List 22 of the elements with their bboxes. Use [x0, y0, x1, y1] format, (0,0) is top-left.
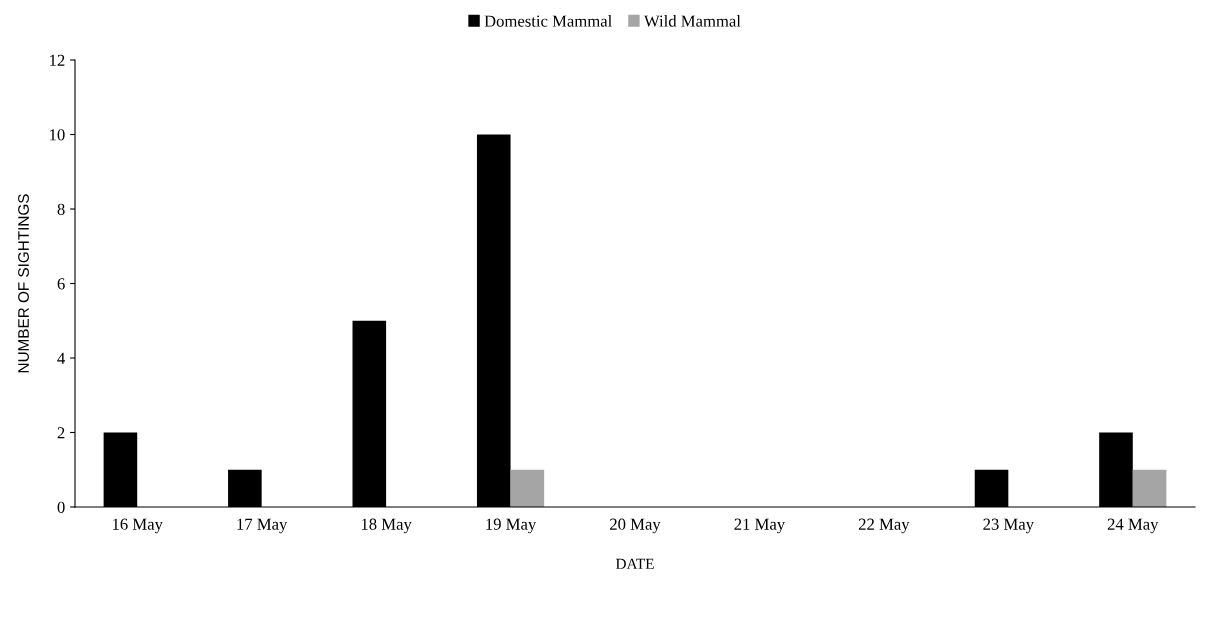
y-tick-label: 6 — [57, 278, 65, 290]
x-tick-label: 17 May — [237, 518, 288, 534]
x-tick-label: 19 May — [486, 518, 537, 534]
legend-label: Wild Mammal — [643, 15, 741, 27]
bar — [510, 469, 545, 507]
y-tick-label: 0 — [57, 501, 65, 513]
y-tick-label: 10 — [50, 129, 65, 141]
y-axis-title: NUMBER OF SIGHTINGS — [18, 194, 29, 373]
x-tick-label: 21 May — [734, 518, 786, 534]
y-tick-label: 8 — [57, 203, 65, 215]
x-tick-label: 23 May — [983, 518, 1034, 534]
x-tick-label: 24 May — [1107, 518, 1159, 534]
x-tick-label: 22 May — [858, 518, 910, 534]
x-tick-label: 16 May — [113, 518, 163, 534]
x-tick-label: 20 May — [610, 518, 661, 534]
x-tick-label: 18 May — [361, 518, 412, 534]
bar — [1132, 469, 1167, 507]
legend-label: Domestic Mammal — [484, 15, 612, 27]
y-tick-label: 4 — [57, 352, 66, 364]
x-axis-title: DATE — [615, 558, 654, 569]
y-tick-label: 12 — [50, 54, 65, 66]
y-tick-label: 2 — [57, 427, 65, 439]
